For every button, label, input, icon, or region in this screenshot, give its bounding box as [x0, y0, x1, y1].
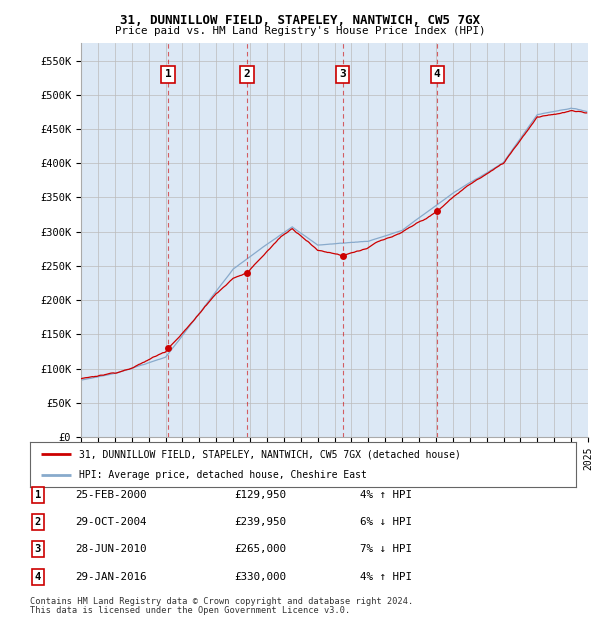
Text: This data is licensed under the Open Government Licence v3.0.: This data is licensed under the Open Gov… [30, 606, 350, 615]
Text: 25-FEB-2000: 25-FEB-2000 [75, 490, 146, 500]
Text: 6% ↓ HPI: 6% ↓ HPI [360, 517, 412, 527]
Text: £330,000: £330,000 [234, 572, 286, 582]
Text: 28-JUN-2010: 28-JUN-2010 [75, 544, 146, 554]
Text: 4% ↑ HPI: 4% ↑ HPI [360, 572, 412, 582]
Text: 31, DUNNILLOW FIELD, STAPELEY, NANTWICH, CW5 7GX (detached house): 31, DUNNILLOW FIELD, STAPELEY, NANTWICH,… [79, 449, 461, 459]
Text: 31, DUNNILLOW FIELD, STAPELEY, NANTWICH, CW5 7GX: 31, DUNNILLOW FIELD, STAPELEY, NANTWICH,… [120, 14, 480, 27]
Text: 29-OCT-2004: 29-OCT-2004 [75, 517, 146, 527]
Text: £129,950: £129,950 [234, 490, 286, 500]
Text: 4: 4 [35, 572, 41, 582]
Text: Price paid vs. HM Land Registry's House Price Index (HPI): Price paid vs. HM Land Registry's House … [115, 26, 485, 36]
Text: HPI: Average price, detached house, Cheshire East: HPI: Average price, detached house, Ches… [79, 469, 367, 480]
Text: 2: 2 [244, 69, 251, 79]
Text: 4: 4 [434, 69, 440, 79]
Text: £239,950: £239,950 [234, 517, 286, 527]
Text: 1: 1 [35, 490, 41, 500]
Text: 29-JAN-2016: 29-JAN-2016 [75, 572, 146, 582]
Text: 3: 3 [340, 69, 346, 79]
Text: 3: 3 [35, 544, 41, 554]
Text: 4% ↑ HPI: 4% ↑ HPI [360, 490, 412, 500]
Text: £265,000: £265,000 [234, 544, 286, 554]
Text: 2: 2 [35, 517, 41, 527]
Text: 1: 1 [164, 69, 172, 79]
Text: Contains HM Land Registry data © Crown copyright and database right 2024.: Contains HM Land Registry data © Crown c… [30, 597, 413, 606]
Text: 7% ↓ HPI: 7% ↓ HPI [360, 544, 412, 554]
